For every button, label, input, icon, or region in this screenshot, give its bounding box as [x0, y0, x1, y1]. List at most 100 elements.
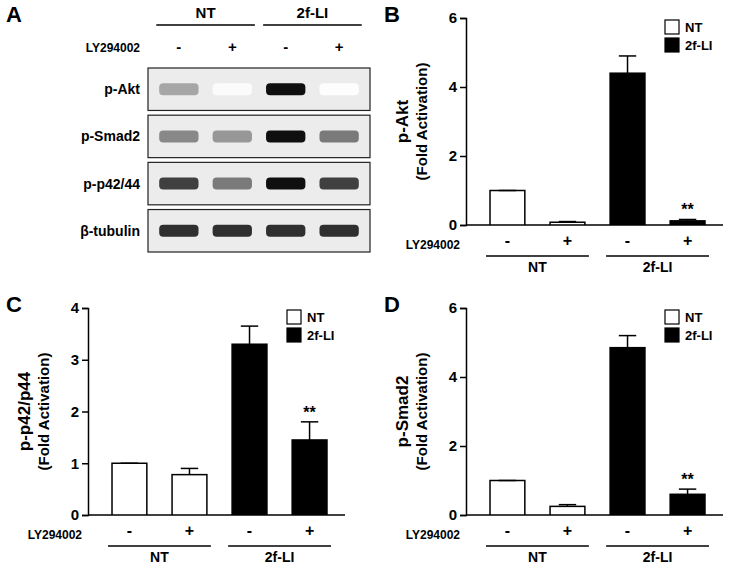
error-cap — [499, 480, 516, 482]
error-bar — [499, 480, 516, 481]
y-label: (Fold Activation) — [35, 353, 52, 471]
legend-item: NT — [665, 310, 702, 325]
band — [213, 178, 252, 190]
tick-label: 0 — [71, 506, 79, 523]
row-label: p-p42/44 — [83, 176, 140, 192]
tick-mark — [460, 377, 466, 379]
blot-frame — [148, 162, 370, 204]
tick-mark — [460, 87, 466, 89]
error-cap — [559, 221, 576, 223]
tick-mark — [82, 515, 88, 517]
band — [319, 130, 358, 142]
legend-item: 2f-LI — [287, 328, 334, 343]
group-line — [228, 545, 331, 547]
band — [159, 130, 198, 142]
tick-label: 2 — [449, 437, 457, 454]
error-cap — [619, 55, 636, 57]
blot-frame — [148, 115, 370, 157]
legend-swatch — [287, 328, 301, 342]
panel: D0246-+-+LY294002p-Smad2(Fold Activation… — [384, 292, 723, 565]
tick: - — [127, 515, 132, 539]
tick: - — [625, 225, 630, 249]
error-bar — [679, 489, 696, 494]
tick-label: - — [247, 522, 252, 539]
error-cap — [121, 463, 138, 465]
tick-mark — [460, 156, 466, 158]
error-stem — [627, 56, 629, 73]
group-line — [606, 255, 709, 257]
group-line — [156, 24, 255, 26]
group-label: NT — [196, 4, 216, 21]
bar — [550, 222, 585, 225]
annotation: ** — [681, 201, 694, 218]
annotation: ** — [303, 404, 316, 421]
tick-label: 4 — [71, 299, 80, 316]
y-label: p-Akt — [393, 99, 412, 143]
legend: NT2f-LI — [287, 310, 334, 343]
treatment-label: LY294002 — [86, 41, 141, 55]
plot-area — [490, 336, 705, 515]
tick: 1 — [71, 455, 88, 472]
group-label: 2f-LI — [297, 4, 329, 21]
error-bar — [619, 336, 636, 348]
error-cap — [559, 504, 576, 506]
tick-label: + — [563, 232, 572, 249]
lane-label: - — [176, 38, 181, 55]
tick: + — [563, 225, 572, 249]
tick: + — [305, 515, 314, 539]
error-bar — [679, 219, 696, 220]
bar — [610, 348, 645, 515]
group-label: 2f-LI — [265, 549, 295, 565]
lane-label: - — [283, 38, 288, 55]
error-stem — [189, 468, 191, 474]
blot-frame — [148, 68, 370, 110]
group-label: NT — [528, 549, 547, 565]
legend-label: NT — [685, 310, 702, 325]
tick-label: - — [127, 522, 132, 539]
legend: NT2f-LI — [665, 20, 712, 53]
error-bar — [559, 505, 576, 507]
tick-label: 6 — [449, 299, 457, 316]
tick-label: 1 — [71, 455, 79, 472]
x-label: LY294002 — [406, 528, 461, 542]
y-axis: 01234 — [71, 299, 89, 523]
error-bar — [301, 422, 318, 440]
legend-swatch — [665, 20, 679, 34]
group-line — [486, 255, 589, 257]
tick: 2 — [449, 437, 466, 454]
panel-label: B — [384, 2, 400, 27]
band — [266, 83, 305, 95]
band — [266, 178, 305, 190]
legend-swatch — [665, 38, 679, 52]
band — [213, 83, 252, 95]
group-label: 2f-LI — [643, 549, 673, 565]
legend-swatch — [287, 310, 301, 324]
tick: + — [683, 225, 692, 249]
bar — [670, 221, 705, 225]
error-stem — [249, 326, 251, 344]
error-cap — [499, 190, 516, 192]
group-line — [606, 545, 709, 547]
tick-mark — [82, 308, 88, 310]
panel-label: D — [384, 292, 400, 317]
panel: ANT2f-LI-+-+LY294002p-Aktp-Smad2p-p42/44… — [6, 2, 370, 252]
tick: - — [505, 515, 510, 539]
tick-label: + — [305, 522, 314, 539]
row-label: p-Akt — [104, 81, 140, 97]
tick-label: + — [683, 522, 692, 539]
x-axis: -+-+ — [88, 515, 345, 539]
tick-mark — [460, 515, 466, 517]
y-axis: 0246 — [449, 299, 467, 523]
error-cap — [301, 421, 318, 423]
tick-label: - — [625, 232, 630, 249]
error-bar — [181, 468, 198, 474]
error-bar — [499, 190, 516, 191]
x-label: LY294002 — [28, 528, 83, 542]
tick: - — [247, 515, 252, 539]
error-stem — [627, 336, 629, 348]
error-bar — [121, 463, 138, 464]
x-axis: -+-+ — [466, 225, 723, 249]
tick-mark — [82, 463, 88, 465]
band — [319, 225, 358, 237]
error-cap — [619, 335, 636, 337]
